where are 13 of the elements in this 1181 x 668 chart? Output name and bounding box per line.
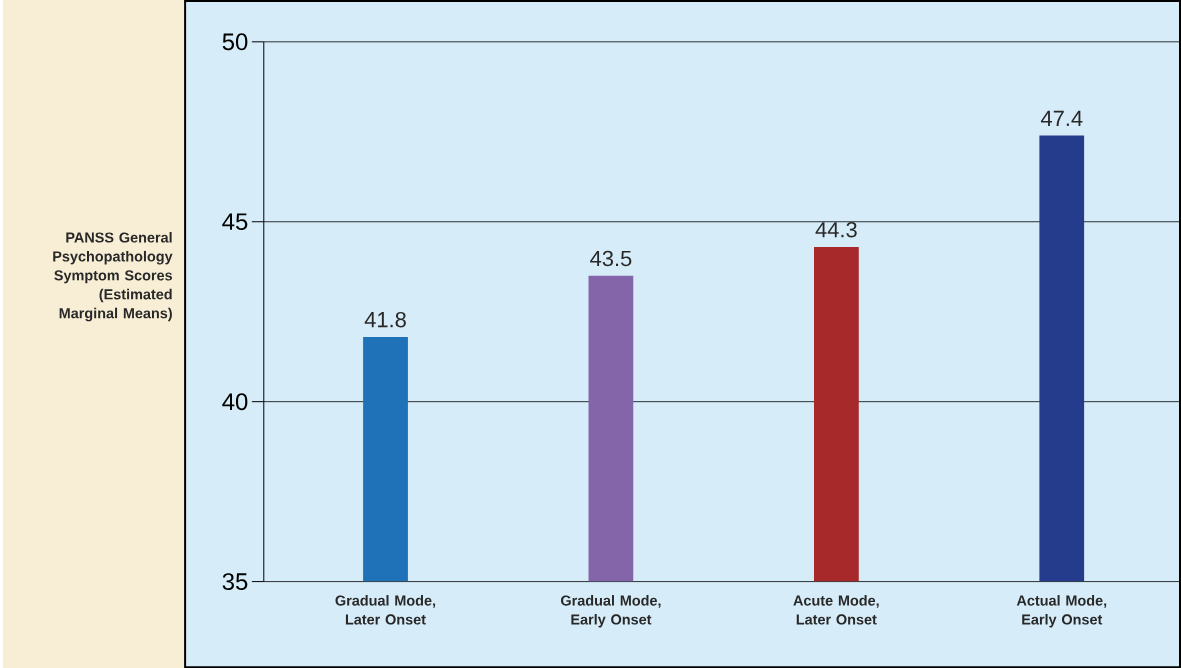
y-tick-label: 50 (222, 33, 248, 51)
x-tick-label: Gradual Mode, Later Onset (335, 594, 436, 625)
x-tick-label: Acute Mode, Later Onset (793, 594, 879, 625)
x-tick-label: Gradual Mode, Early Onset (561, 594, 661, 628)
y-tick-label: 40 (222, 393, 248, 411)
data-label: 43.5 (590, 250, 632, 267)
y-tick-label: 35 (222, 573, 248, 590)
data-label: 44.3 (815, 221, 857, 238)
data-label: 41.8 (364, 311, 406, 328)
y-tick-label: 45 (222, 213, 248, 230)
x-tick-label: Actual Mode, Early Onset (1016, 594, 1107, 628)
data-label: 47.4 (1040, 110, 1083, 126)
y-axis-title: PANSS General Psychopathology Symptom Scores (Estimated Marginal Means) (53, 231, 173, 322)
